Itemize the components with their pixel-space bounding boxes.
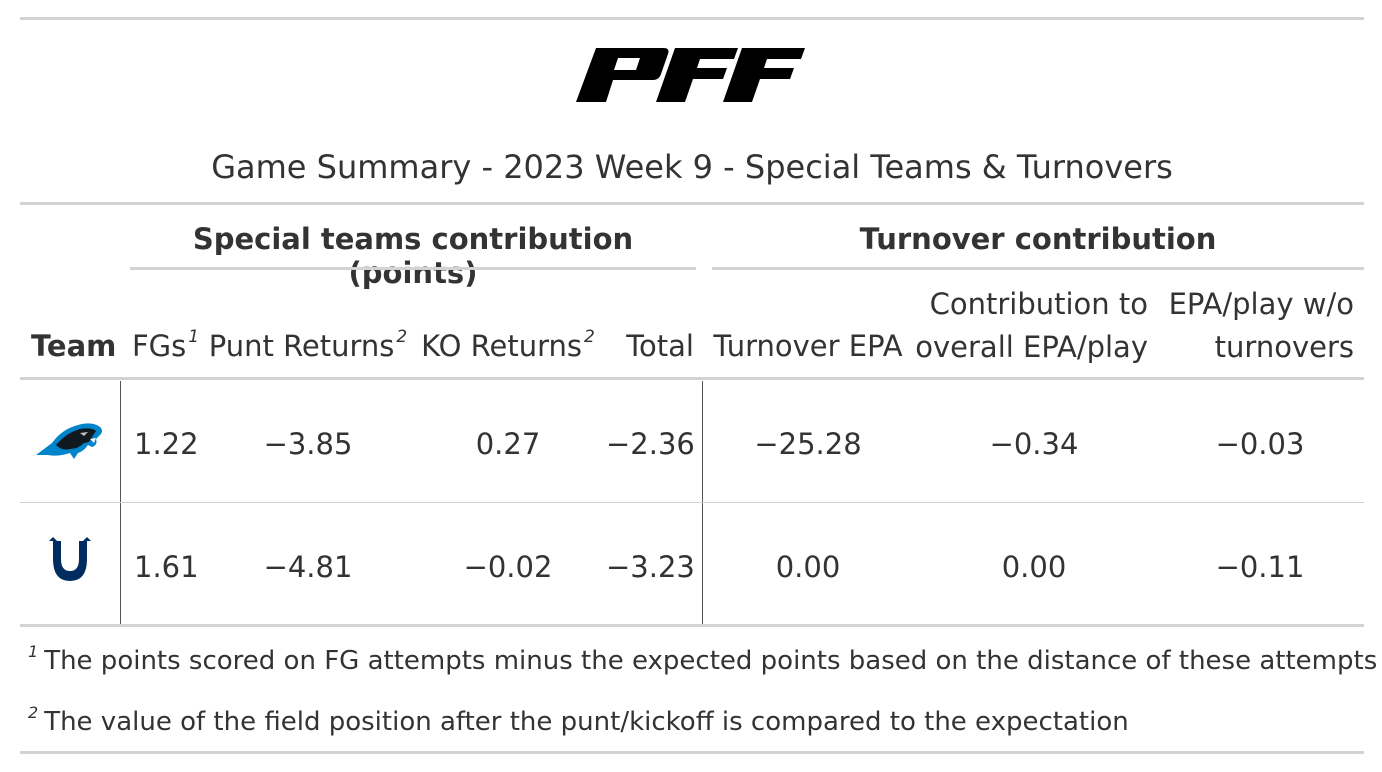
table-title: Game Summary - 2023 Week 9 - Special Tea… [211,148,1173,186]
col-header-ko-returns: KO Returns 2 [414,325,602,368]
cell-epa-wo: −0.11 [1215,550,1305,584]
top-rule [20,17,1364,20]
cell-ko-returns: −0.02 [463,550,553,584]
panthers-logo [34,417,104,461]
footnote-mark: 2 [396,327,408,347]
col-header-turnover-epa-label: Turnover EPA [713,329,903,363]
col-header-punt-returns-label: Punt Returns [208,329,395,363]
footnote-text: The value of the field position after th… [44,707,1129,737]
col-header-total: Total [606,325,694,368]
col-header-contribution-line2: overall EPA/play [915,330,1148,364]
pff-logo [576,48,806,102]
row-rule [20,502,1364,503]
col-header-epa-wo-line2: turnovers [1214,330,1354,364]
cell-punt-returns: −4.81 [263,550,353,584]
cell-punt-returns: −3.85 [263,427,353,461]
cell-contribution: −0.34 [989,427,1079,461]
cell-total: −3.23 [606,550,695,584]
table-bottom-rule [20,624,1364,627]
spanner-turnover: Turnover contribution [859,222,1217,256]
col-header-punt-returns: Punt Returns 2 [208,325,408,368]
spanner-turnover-line [712,267,1364,270]
bottom-rule [20,751,1364,754]
colts-logo [47,537,93,585]
col-header-team: Team [31,325,116,368]
footnote-text: The points scored on FG attempts minus t… [44,646,1378,676]
cell-ko-returns: 0.27 [475,427,541,461]
footnote-mark: 2 [584,327,595,347]
footnote-mark: 1 [28,642,39,661]
cell-fgs: 1.61 [134,550,199,584]
colts-logo-icon [49,537,91,581]
cell-fgs: 1.22 [134,427,199,461]
spanner-special-teams: Special teams contribution (points) [192,222,634,290]
col-header-epa-wo: EPA/play w/o turnovers [1150,283,1354,369]
pff-logo-mark [576,48,805,102]
spanner-special-teams-line [130,267,696,270]
col-header-total-label: Total [626,329,694,363]
cell-contribution: 0.00 [1001,550,1067,584]
footnote: 1 The points scored on FG attempts minus … [28,644,1378,677]
cell-turnover-epa: −25.28 [754,427,862,461]
table-row: 1.22 −3.85 0.27 −2.36 −25.28 −0.34 −0.03 [20,381,1364,502]
footnote: 2 The value of the field position after t… [28,705,1129,738]
col-header-contribution-line1: Contribution to [929,287,1148,321]
cell-epa-wo: −0.03 [1215,427,1305,461]
title-rule [20,202,1364,205]
footnote-mark: 2 [28,703,39,722]
col-header-ko-returns-label: KO Returns [421,329,582,363]
col-header-team-label: Team [31,329,117,363]
table-row: 1.61 −4.81 −0.02 −3.23 0.00 0.00 −0.11 [20,503,1364,624]
header-rule [20,377,1364,380]
col-header-fgs: FGs 1 [132,325,199,368]
col-header-epa-wo-line1: EPA/play w/o [1168,287,1354,321]
footnote-mark: 1 [188,327,200,347]
col-header-contribution: Contribution to overall EPA/play [910,283,1148,369]
col-header-turnover-epa: Turnover EPA [708,325,908,368]
col-header-fgs-label: FGs [132,329,187,363]
cell-turnover-epa: 0.00 [775,550,841,584]
cell-total: −2.36 [606,427,695,461]
panthers-logo-icon [36,423,102,459]
